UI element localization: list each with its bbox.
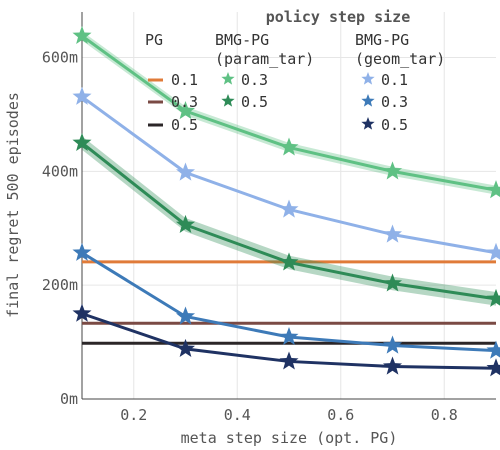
y-axis-title: final regret 500 episodes: [4, 92, 22, 318]
data-point-star: [72, 86, 92, 105]
legend-star-marker: [361, 117, 375, 130]
series-bmg-pg-param-tar--0.3: [72, 25, 500, 199]
data-point-star: [279, 252, 299, 271]
data-point-star: [486, 242, 500, 261]
y-tick-label: 200m: [42, 276, 78, 294]
x-axis-title: meta step size (opt. PG): [181, 429, 398, 447]
data-point-star: [175, 214, 196, 233]
y-tick-label: 400m: [42, 162, 78, 180]
legend-header: BMG-PG: [215, 31, 269, 49]
y-tick-label: 0m: [60, 390, 78, 408]
legend-label: 0.3: [381, 93, 408, 111]
y-tick-label: 600m: [42, 49, 78, 67]
legend-star-marker: [221, 94, 235, 107]
legend-label: 0.5: [381, 116, 408, 134]
data-point-star: [279, 199, 299, 218]
x-tick-label: 0.2: [120, 406, 147, 424]
data-point-star: [279, 351, 299, 370]
axes: 0.2 0.4 0.6 0.8 0m 200m 400m 600m: [42, 12, 496, 424]
series-bmg-pg-geom-tar--0.1: [72, 86, 500, 261]
legend-label: 0.5: [171, 116, 198, 134]
data-point-star: [382, 356, 403, 375]
legend-header: (param_tar): [215, 50, 314, 68]
data-point-star: [279, 137, 299, 156]
legend-star-marker: [221, 72, 235, 85]
data-point-star: [279, 326, 299, 346]
data-point-star: [382, 335, 403, 354]
series-band: [82, 136, 496, 306]
x-tick-label: 0.4: [224, 406, 251, 424]
data-point-star: [486, 288, 500, 307]
x-tick-label: 0.6: [327, 406, 354, 424]
data-point-star: [72, 242, 92, 261]
data-point-star: [175, 338, 196, 358]
data-point-star: [486, 340, 500, 359]
legend-star-marker: [361, 94, 375, 107]
data-point-star: [382, 161, 403, 180]
series-bmg-pg-geom-tar--0.3: [72, 242, 500, 359]
grid: [82, 12, 496, 400]
series-bmg-pg-param-tar--0.5: [72, 132, 500, 307]
series-bmg-pg-geom-tar--0.5: [72, 303, 500, 377]
legend: policy step sizePG0.10.30.5BMG-PG(param_…: [145, 8, 445, 134]
legend-label: 0.3: [241, 71, 268, 89]
data-point-star: [382, 224, 403, 243]
data-point-star: [175, 306, 196, 325]
legend-header: PG: [145, 31, 163, 49]
legend-star-marker: [361, 72, 375, 85]
data-point-star: [72, 25, 92, 44]
legend-header: BMG-PG: [355, 31, 409, 49]
series-band: [82, 31, 496, 195]
legend-title: policy step size: [266, 8, 411, 26]
series-layer: [72, 25, 500, 377]
data-point-star: [72, 303, 92, 322]
data-point-star: [486, 358, 500, 377]
data-point-star: [175, 101, 196, 120]
legend-label: 0.1: [381, 71, 408, 89]
legend-header: (geom_tar): [355, 50, 445, 68]
x-tick-label: 0.8: [431, 406, 458, 424]
legend-label: 0.1: [171, 71, 198, 89]
data-point-star: [72, 132, 92, 151]
legend-label: 0.3: [171, 93, 198, 111]
data-point-star: [382, 273, 403, 292]
data-point-star: [486, 180, 500, 199]
data-point-star: [175, 162, 196, 181]
legend-label: 0.5: [241, 93, 268, 111]
